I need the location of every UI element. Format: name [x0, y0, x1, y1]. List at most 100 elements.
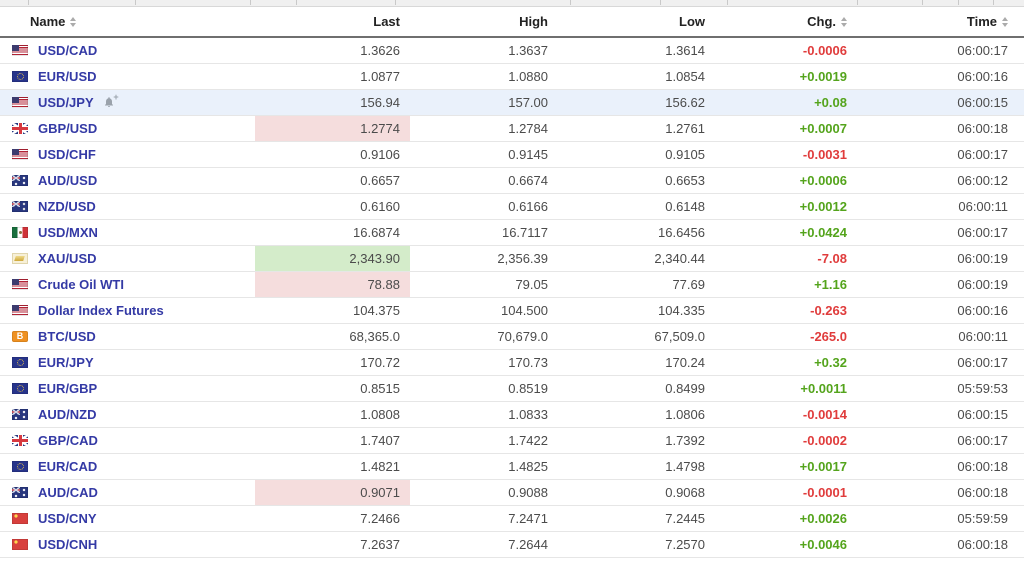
high-cell: 1.0833 [410, 401, 560, 428]
time-cell: 06:00:17 [855, 219, 1024, 246]
time-cell: 05:59:53 [855, 375, 1024, 402]
quote-row: USD/CHF 0.9106 0.9145 0.9105 -0.0031 06:00:17 [0, 141, 1024, 168]
instrument-link[interactable]: AUD/USD [38, 172, 98, 188]
quote-row: USD/MXN 16.6874 16.7117 16.6456 +0.0424 06:00… [0, 219, 1024, 246]
quote-row: GBP/USD 1.2774 1.2784 1.2761 +0.0007 06:00:18 [0, 115, 1024, 142]
time-cell: 06:00:18 [855, 453, 1024, 480]
name-cell: EUR/GBP [0, 375, 255, 402]
low-cell: 0.6653 [560, 167, 715, 194]
chg-cell: -7.08 [715, 245, 855, 272]
high-cell: 0.9145 [410, 141, 560, 168]
bell-plus-icon[interactable]: + [103, 92, 119, 109]
name-cell: GBP/CAD [0, 427, 255, 454]
instrument-link[interactable]: EUR/GBP [38, 380, 98, 396]
eu-flag-icon [12, 460, 28, 472]
high-cell: 170.73 [410, 349, 560, 376]
column-header-last[interactable]: Last [255, 7, 410, 38]
instrument-link[interactable]: NZD/USD [38, 198, 96, 214]
quote-row: BTC/USD 68,365.070,679.067,509.0-265.006:… [0, 323, 1024, 350]
column-separator [296, 0, 297, 5]
name-cell: BTC/USD [0, 323, 255, 350]
name-cell: EUR/JPY [0, 349, 255, 376]
instrument-link[interactable]: BTC/USD [38, 328, 96, 344]
chg-cell: +0.32 [715, 349, 855, 376]
last-cell: 7.2466 [255, 505, 410, 532]
time-cell: 06:00:17 [855, 37, 1024, 64]
instrument-link[interactable]: Dollar Index Futures [38, 302, 164, 318]
column-header-label: Last [373, 14, 400, 29]
column-header-chg[interactable]: Chg. [715, 7, 855, 38]
au-flag-icon [12, 486, 28, 498]
column-separator [857, 0, 858, 5]
time-cell: 06:00:17 [855, 141, 1024, 168]
chg-cell: -0.0031 [715, 141, 855, 168]
instrument-link[interactable]: EUR/JPY [38, 354, 94, 370]
instrument-link[interactable]: GBP/USD [38, 120, 98, 136]
last-cell: 0.9106 [255, 141, 410, 168]
low-cell: 1.0854 [560, 63, 715, 90]
last-cell: 1.7407 [255, 427, 410, 454]
btc-flag-icon [12, 330, 28, 342]
chg-cell: +0.08 [715, 89, 855, 116]
instrument-link[interactable]: USD/JPY [38, 94, 94, 110]
sort-arrows-icon[interactable] [841, 17, 847, 27]
column-separator [570, 0, 571, 5]
instrument-link[interactable]: Crude Oil WTI [38, 276, 124, 292]
chg-cell: +0.0424 [715, 219, 855, 246]
sort-arrows-icon[interactable] [1002, 17, 1008, 27]
high-cell: 0.9088 [410, 479, 560, 506]
low-cell: 1.7392 [560, 427, 715, 454]
quote-row: GBP/CAD 1.7407 1.7422 1.7392 -0.0002 06:00:17 [0, 427, 1024, 454]
instrument-link[interactable]: XAU/USD [38, 250, 97, 266]
instrument-link[interactable]: EUR/USD [38, 68, 97, 84]
instrument-link[interactable]: AUD/NZD [38, 406, 97, 422]
low-cell: 0.9105 [560, 141, 715, 168]
quote-row: NZD/USD 0.6160 0.6166 0.6148 +0.0012 06:00:11 [0, 193, 1024, 220]
uk-flag-icon [12, 122, 28, 134]
chg-cell: -0.0001 [715, 479, 855, 506]
time-cell: 06:00:18 [855, 479, 1024, 506]
quote-row: USD/CNY 7.2466 7.2471 7.2445 +0.0026 05:59:59 [0, 505, 1024, 532]
instrument-link[interactable]: AUD/CAD [38, 484, 98, 500]
name-cell: XAU/USD [0, 245, 255, 272]
last-cell: 156.94 [255, 89, 410, 116]
high-cell: 0.6166 [410, 193, 560, 220]
instrument-link[interactable]: USD/MXN [38, 224, 98, 240]
instrument-link[interactable]: USD/CNY [38, 510, 97, 526]
last-cell: 0.6160 [255, 193, 410, 220]
column-separator [395, 0, 396, 5]
quote-row: Dollar Index Futures 104.375 104.500 104.33… [0, 297, 1024, 324]
last-cell: 2,343.90 [255, 245, 410, 272]
quotes-table: Name Last High Low Chg. Time USD/CAD 1.3626 1.3… [0, 7, 1024, 558]
instrument-link[interactable]: EUR/CAD [38, 458, 98, 474]
quote-row: EUR/GBP 0.8515 0.8519 0.8499 +0.0011 05:59:53 [0, 375, 1024, 402]
instrument-link[interactable]: USD/CHF [38, 146, 96, 162]
high-cell: 1.7422 [410, 427, 560, 454]
name-cell: NZD/USD [0, 193, 255, 220]
low-cell: 16.6456 [560, 219, 715, 246]
column-header-high[interactable]: High [410, 7, 560, 38]
instrument-link[interactable]: GBP/CAD [38, 432, 98, 448]
nz-flag-icon [12, 200, 28, 212]
column-header-label: Name [30, 14, 66, 29]
name-cell: USD/CNY [0, 505, 255, 532]
us-flag-icon [12, 304, 28, 316]
low-cell: 0.6148 [560, 193, 715, 220]
high-cell: 70,679.0 [410, 323, 560, 350]
column-separator [660, 0, 661, 5]
column-header-time[interactable]: Time [855, 7, 1024, 38]
last-cell: 78.88 [255, 271, 410, 298]
sort-arrows-icon[interactable] [70, 17, 76, 27]
time-cell: 06:00:15 [855, 401, 1024, 428]
low-cell: 1.0806 [560, 401, 715, 428]
name-cell: USD/JPY + [0, 89, 255, 116]
chg-cell: -0.0006 [715, 37, 855, 64]
us-flag-icon [12, 148, 28, 160]
instrument-link[interactable]: USD/CAD [38, 42, 98, 58]
column-header-label: Time [966, 14, 997, 29]
high-cell: 7.2644 [410, 531, 560, 558]
column-header-low[interactable]: Low [560, 7, 715, 38]
column-header-name[interactable]: Name [0, 7, 255, 38]
instrument-link[interactable]: USD/CNH [38, 536, 98, 552]
